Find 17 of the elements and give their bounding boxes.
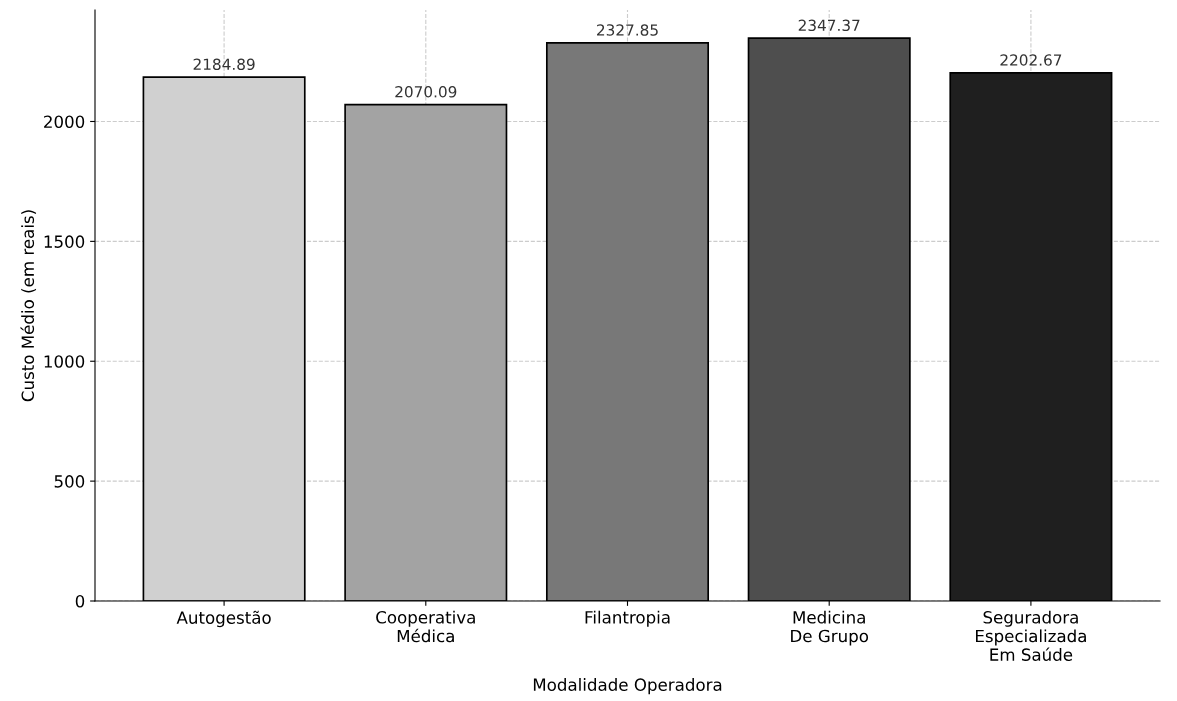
x-tick-label: Cooperativa Médica (376, 610, 475, 643)
data-label: 2327.85 (597, 24, 658, 36)
data-label: 2347.37 (798, 19, 860, 32)
y-tick-label: 500 (54, 475, 85, 488)
x-tick-label: Autogestão (176, 610, 271, 628)
y-tick-label: 1500 (44, 235, 85, 248)
y-tick-label: 2000 (44, 115, 85, 129)
x-tick-label: Seguradora Especializada Em Saúde (976, 610, 1086, 661)
y-tick-label: 0 (75, 594, 85, 608)
x-tick-label: Medicina De Grupo (791, 610, 869, 646)
data-label: 2070.09 (395, 86, 457, 98)
x-axis-title: Modalidade Operadora (533, 678, 722, 695)
data-label: 2184.89 (193, 58, 255, 71)
data-label: 2202.67 (1000, 54, 1062, 66)
x-tick-label: Filantropia (585, 610, 670, 627)
y-tick-label: 1000 (44, 355, 85, 368)
y-axis-title: Custo Médio (em reais) (20, 210, 37, 402)
